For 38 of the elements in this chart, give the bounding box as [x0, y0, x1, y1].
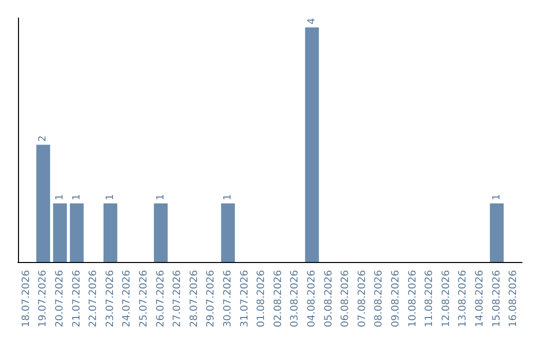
x-tick-label: 13.08.2026 — [458, 270, 469, 328]
data-label: 1 — [491, 194, 502, 200]
x-tick-label: 30.07.2026 — [222, 270, 234, 328]
x-tick-label: 27.07.2026 — [172, 270, 184, 328]
x-tick-label: 20.07.2026 — [54, 270, 66, 328]
x-tick-label: 02.08.2026 — [272, 270, 284, 328]
x-tick-label: 16.08.2026 — [508, 270, 520, 328]
data-label: 1 — [71, 194, 82, 200]
x-tick-label: 14.08.2026 — [474, 270, 486, 328]
x-tick-label: 24.07.2026 — [122, 270, 133, 328]
data-label: 1 — [222, 194, 234, 200]
x-tick-label: 11.08.2026 — [424, 270, 436, 328]
data-label: 2 — [38, 135, 49, 142]
x-tick-label: 07.08.2026 — [356, 270, 368, 328]
x-tick-label: 04.08.2026 — [306, 270, 318, 328]
x-tick-label: 08.08.2026 — [374, 270, 385, 328]
x-tick-label: 26.07.2026 — [155, 270, 166, 328]
x-tick-label: 22.07.2026 — [88, 270, 100, 328]
x-tick-label: 09.08.2026 — [390, 270, 402, 328]
x-tick-label: 21.07.2026 — [71, 270, 82, 328]
x-tick-label: 31.07.2026 — [239, 270, 250, 328]
x-tick-label: 01.08.2026 — [256, 270, 268, 328]
x-tick-label: 06.08.2026 — [340, 270, 352, 328]
x-tick-label: 19.07.2026 — [38, 270, 49, 328]
x-tick-label: 29.07.2026 — [206, 270, 217, 328]
x-tick-label: 05.08.2026 — [323, 270, 334, 328]
x-tick-label: 28.07.2026 — [188, 270, 200, 328]
x-tick-label: 15.08.2026 — [491, 270, 502, 328]
data-label: 1 — [54, 194, 66, 200]
x-tick-label: 10.08.2026 — [407, 270, 418, 328]
x-tick-label: 23.07.2026 — [104, 270, 116, 328]
data-label: 4 — [306, 18, 318, 24]
x-tick-label: 18.07.2026 — [20, 270, 32, 328]
data-label: 1 — [155, 194, 166, 200]
x-tick-label: 25.07.2026 — [138, 270, 150, 328]
x-tick-label: 03.08.2026 — [290, 270, 301, 328]
data-label: 1 — [104, 194, 116, 200]
x-tick-label: 12.08.2026 — [440, 270, 452, 328]
